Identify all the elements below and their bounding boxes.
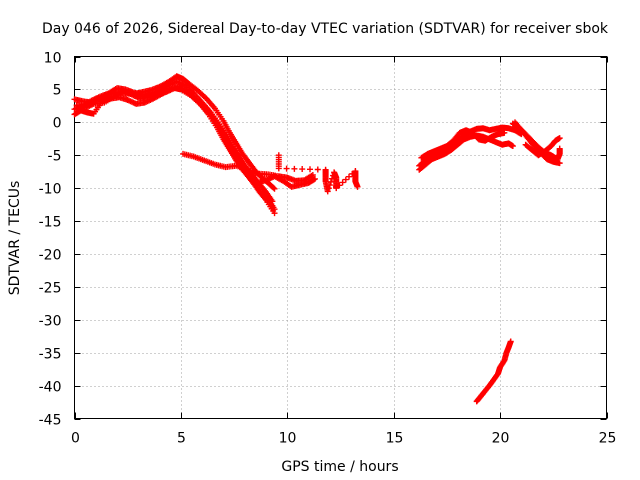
plot-frame bbox=[74, 56, 607, 419]
data-point bbox=[346, 173, 353, 180]
y-tick-label: -5 bbox=[48, 149, 62, 165]
series-track-e bbox=[180, 150, 316, 184]
data-point bbox=[336, 182, 343, 189]
data-point bbox=[306, 166, 313, 173]
x-tick-label: 20 bbox=[492, 431, 510, 447]
y-tick-label: 5 bbox=[53, 83, 62, 99]
data-point bbox=[299, 166, 306, 173]
data-point bbox=[333, 185, 340, 192]
series-track-l bbox=[522, 135, 563, 159]
data-point bbox=[507, 338, 514, 345]
series-track-b bbox=[71, 78, 276, 205]
x-tick-label: 10 bbox=[279, 431, 297, 447]
x-axis: 0 5 10 15 20 25 bbox=[71, 56, 617, 447]
data-point bbox=[556, 145, 563, 152]
data-point bbox=[271, 185, 278, 192]
y-tick-label: -15 bbox=[39, 215, 62, 231]
data-point bbox=[327, 178, 334, 185]
y-tick-label: -35 bbox=[39, 347, 62, 363]
y-tick-label: -30 bbox=[39, 314, 62, 330]
series-track-i bbox=[418, 127, 508, 161]
y-tick-label: -40 bbox=[39, 380, 62, 396]
y-tick-label: 10 bbox=[44, 51, 62, 67]
data-point bbox=[556, 160, 563, 167]
data-point bbox=[271, 206, 278, 213]
y-tick-label: -10 bbox=[39, 182, 62, 198]
data-point bbox=[342, 176, 349, 183]
series-track-m bbox=[473, 338, 514, 405]
series-scatter-near-10h bbox=[275, 152, 361, 195]
y-axis-label: SDTVAR / TECUs bbox=[7, 181, 23, 296]
grid bbox=[74, 56, 607, 419]
data-point bbox=[314, 166, 321, 173]
x-axis-label: GPS time / hours bbox=[281, 459, 398, 475]
y-axis: 10 5 0 -5 -10 -15 -20 -25 -30 -35 -40 -45 bbox=[39, 51, 607, 429]
y-tick-label: -25 bbox=[39, 281, 62, 297]
data-point bbox=[509, 143, 516, 150]
series-track-d bbox=[73, 85, 278, 213]
data-point bbox=[326, 182, 333, 189]
y-tick-label: -45 bbox=[39, 413, 62, 429]
x-tick-label: 15 bbox=[386, 431, 404, 447]
series-track-f bbox=[254, 173, 318, 190]
data-point bbox=[270, 184, 277, 191]
x-tick-label: 0 bbox=[71, 431, 80, 447]
data-point bbox=[311, 175, 318, 182]
y-tick-label: 0 bbox=[53, 116, 62, 132]
data-point bbox=[324, 188, 331, 195]
data-points bbox=[71, 73, 563, 405]
data-point bbox=[291, 165, 298, 172]
data-point bbox=[283, 165, 290, 172]
x-tick-label: 25 bbox=[599, 431, 617, 447]
data-point bbox=[501, 129, 508, 136]
data-point bbox=[275, 165, 282, 172]
chart-title: Day 046 of 2026, Sidereal Day-to-day VTE… bbox=[42, 21, 609, 37]
data-point bbox=[309, 171, 316, 178]
data-point bbox=[325, 185, 332, 192]
x-tick-label: 5 bbox=[177, 431, 186, 447]
data-point bbox=[354, 183, 361, 190]
data-point bbox=[556, 135, 563, 142]
y-tick-label: -20 bbox=[39, 248, 62, 264]
series-track-h bbox=[416, 132, 516, 173]
data-point bbox=[339, 179, 346, 186]
